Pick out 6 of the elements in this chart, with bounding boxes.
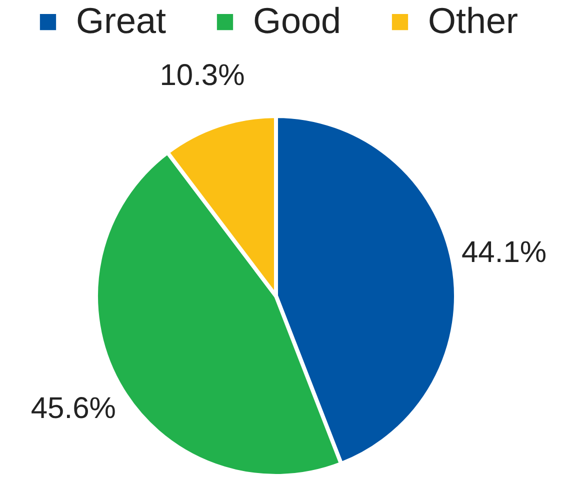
- legend-label: Great: [76, 0, 166, 41]
- legend-label: Other: [428, 0, 518, 41]
- legend-label: Good: [253, 0, 342, 41]
- data-label: 45.6%: [30, 392, 116, 426]
- data-label: 10.3%: [160, 59, 245, 92]
- data-label: 44.1%: [461, 236, 547, 270]
